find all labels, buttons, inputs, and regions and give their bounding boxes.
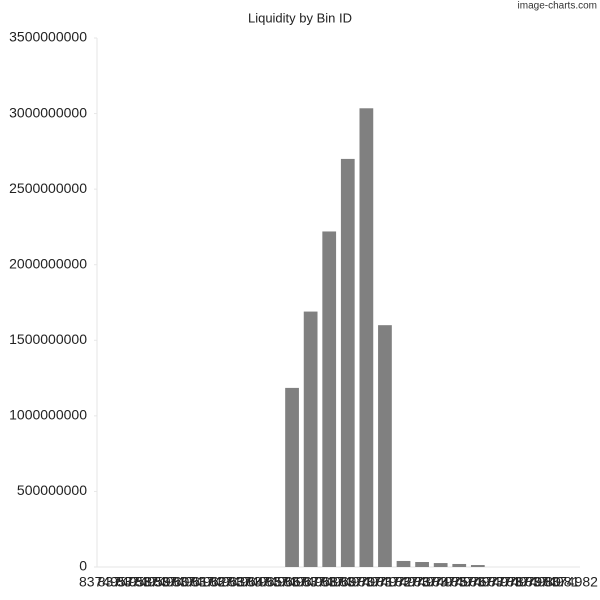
x-tick-label: 8374958 (98, 574, 153, 590)
bar (285, 387, 299, 567)
x-tick-label: 8374977 (451, 574, 506, 590)
y-tick-label: 1500000000 (9, 331, 87, 347)
x-tick-label: 8374959 (116, 574, 171, 590)
x-tick-label: 8374973 (376, 574, 431, 590)
x-tick-label: 8374968 (283, 574, 338, 590)
bar (378, 325, 392, 567)
x-tick-label: 8374966 (246, 574, 301, 590)
x-tick-label: 8374976 (432, 574, 487, 590)
x-tick-label: 8374971 (339, 574, 394, 590)
x-tick-label: 8374981 (525, 574, 580, 590)
x-tick-label: 8374967 (265, 574, 320, 590)
y-tick-label: 1000000000 (9, 407, 87, 423)
x-tick-label: 8374965 (228, 574, 283, 590)
x-tick-label: 8374970 (321, 574, 376, 590)
x-tick-label: 8374957 (79, 574, 134, 590)
x-tick-label: 8374963 (190, 574, 245, 590)
bar (452, 563, 467, 567)
x-tick-label: 8374972 (358, 574, 413, 590)
y-tick-label: 2000000000 (9, 255, 87, 271)
bar (396, 560, 411, 567)
bar (359, 108, 374, 567)
y-tick-label: 0 (79, 558, 87, 574)
y-tick-label: 3000000000 (9, 104, 87, 120)
bar (470, 565, 485, 567)
x-tick-label: 8374969 (302, 574, 357, 590)
x-tick-label: 8374962 (172, 574, 227, 590)
x-tick-label: 8374961 (153, 574, 208, 590)
x-tick-label: 8374960 (135, 574, 190, 590)
watermark: image-charts.com (518, 1, 597, 12)
bar (322, 231, 337, 567)
x-tick-label: 8374979 (488, 574, 543, 590)
bar (340, 158, 355, 567)
x-tick-label: 8374982 (543, 574, 598, 590)
bar (415, 562, 429, 567)
x-tick-label: 8374975 (413, 574, 468, 590)
x-tick-label: 8374974 (395, 574, 450, 590)
y-tick-label: 3500000000 (9, 29, 87, 45)
bar (303, 311, 318, 567)
chart-title: Liquidity by Bin ID (248, 10, 352, 25)
x-tick-label: 8374978 (469, 574, 524, 590)
x-tick-label: 8374964 (209, 574, 264, 590)
bar (433, 563, 448, 567)
y-tick-label: 2500000000 (9, 180, 87, 196)
y-tick-label: 500000000 (17, 482, 87, 498)
x-tick-label: 8374980 (506, 574, 561, 590)
